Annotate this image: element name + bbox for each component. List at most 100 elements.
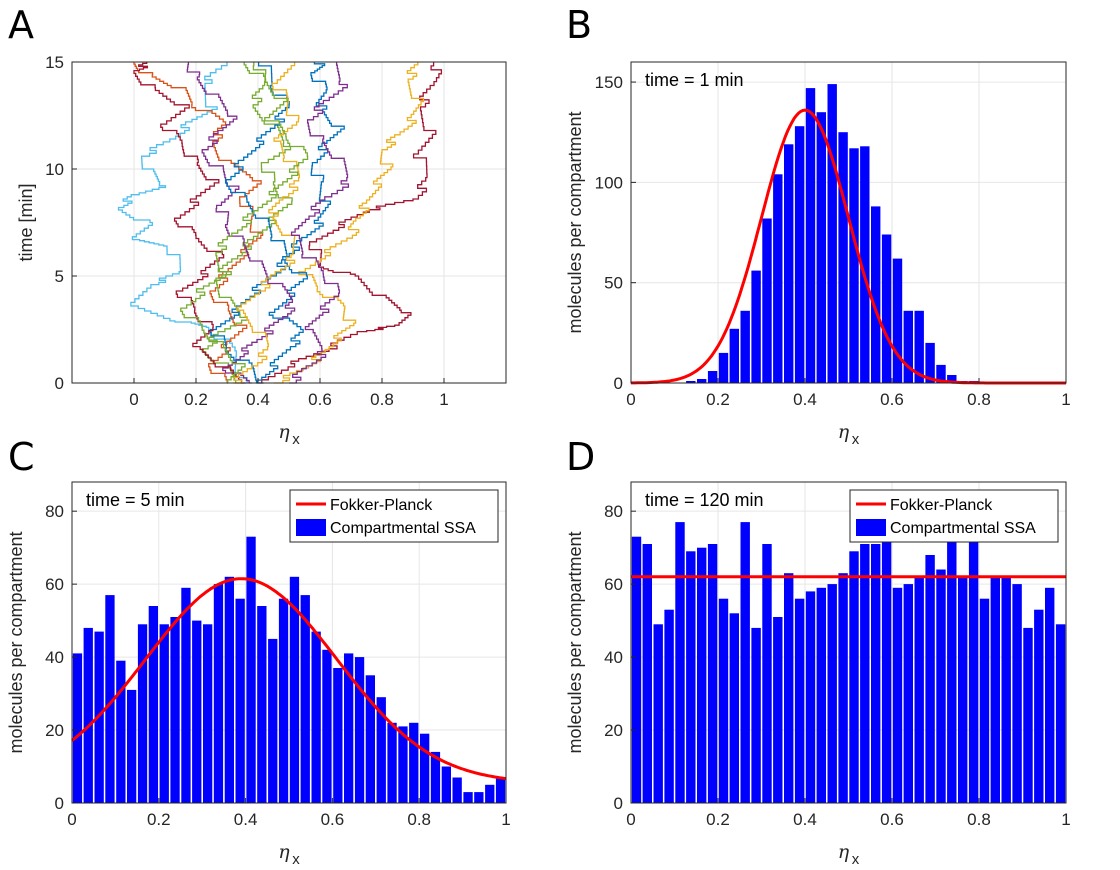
histogram-bar: [827, 584, 837, 803]
histogram-bar: [784, 573, 794, 803]
y-tick-label: 0: [55, 374, 64, 393]
x-tick-label: 0.4: [793, 390, 817, 409]
legend-bar-swatch: [296, 519, 326, 536]
trajectory-line: [257, 62, 345, 384]
histogram-bar: [871, 206, 881, 383]
histogram-bar: [72, 653, 83, 803]
y-tick-label: 0: [614, 794, 623, 813]
y-tick-label: 20: [604, 721, 623, 740]
histogram-bar: [224, 576, 234, 803]
y-tick-label: 50: [604, 274, 623, 293]
trajectory-line: [186, 62, 296, 384]
panel-letter-b: B: [566, 3, 592, 47]
x-axis-label: η: [838, 421, 850, 443]
x-axis-label-subscript: x: [852, 431, 860, 448]
histogram-bar: [452, 777, 462, 803]
histogram-bar: [83, 627, 93, 803]
x-tick-label: 0.2: [147, 810, 171, 829]
histogram-bar: [947, 540, 957, 803]
histogram-bar: [105, 595, 115, 803]
histogram-bar: [903, 584, 913, 803]
histogram-bar: [441, 766, 451, 803]
x-tick-label: 0.2: [706, 390, 730, 409]
y-tick-label: 10: [45, 160, 64, 179]
histogram-bar: [1034, 609, 1044, 803]
legend-label: Fokker-Planck: [890, 497, 993, 514]
histogram-bar: [729, 328, 739, 383]
panel-d-histogram: 0 0.2 0.4 0.6 0.8 1 0 20 40 60 80 η x molecules per c…: [565, 481, 1071, 868]
histogram-bar: [354, 657, 365, 803]
histogram-bar: [631, 536, 642, 803]
legend-label: Compartmental SSA: [330, 520, 476, 537]
histogram-bar: [718, 598, 729, 803]
histogram-bar: [697, 379, 707, 383]
histogram-bar: [409, 722, 419, 804]
panel-letter-a: A: [8, 3, 34, 47]
trajectory-line: [258, 62, 443, 384]
trajectory-line: [233, 62, 300, 384]
legend-bar-swatch: [856, 519, 886, 536]
histogram-bar: [398, 726, 408, 803]
histogram-bar: [365, 675, 375, 803]
histogram-bar: [936, 364, 946, 383]
histogram-bar: [213, 584, 224, 803]
histogram-bar: [860, 146, 870, 383]
x-tick-label: 0.4: [246, 390, 270, 409]
axes-frame: [71, 61, 507, 384]
histogram-bar: [463, 792, 473, 803]
trajectory-line: [209, 62, 290, 384]
histogram-bar: [729, 613, 739, 803]
x-tick-label: 0: [626, 390, 635, 409]
x-tick-label: 0.6: [880, 390, 904, 409]
histogram-bar: [430, 751, 441, 803]
histogram-bar: [881, 234, 892, 383]
histogram-bar: [653, 624, 663, 803]
histogram-bar: [1023, 627, 1033, 803]
histogram-bar: [762, 544, 772, 803]
histogram-bar: [849, 148, 859, 383]
y-tick-label: 150: [595, 73, 623, 92]
x-tick-label: 1: [1061, 810, 1070, 829]
y-tick-label: 60: [604, 575, 623, 594]
histogram-bar: [718, 352, 729, 383]
histogram-bar: [664, 609, 674, 803]
y-tick-label: 60: [45, 575, 64, 594]
trajectory-line: [289, 62, 350, 384]
histogram-bar: [805, 591, 816, 803]
histogram-bar: [968, 540, 979, 803]
histogram-bar: [892, 258, 903, 383]
y-tick-label: 80: [45, 502, 64, 521]
histogram-bar: [420, 733, 430, 803]
histogram-bar: [914, 576, 924, 803]
panel-b-histogram: 0 0.2 0.4 0.6 0.8 1 0 50 100 150 η x molecules per c…: [565, 61, 1071, 448]
histogram-bar: [278, 598, 289, 803]
trajectory-line: [180, 62, 309, 384]
histogram-bar: [773, 174, 783, 383]
fokker-planck-curve: [71, 577, 507, 781]
x-tick-label: 0.8: [370, 390, 394, 409]
axes-frame: [630, 61, 1067, 384]
histogram-bar: [990, 576, 1000, 803]
y-axis-label: molecules per compartment: [6, 531, 26, 753]
x-tick-label: 0.8: [967, 810, 991, 829]
histogram-bar: [333, 668, 343, 803]
histogram-bar: [474, 792, 484, 803]
histogram-bar: [958, 576, 968, 803]
histogram-bar: [805, 88, 816, 383]
histogram-bar: [881, 540, 892, 803]
y-tick-label: 0: [55, 794, 64, 813]
histogram-bar: [344, 653, 354, 803]
histogram-bar: [1045, 587, 1055, 803]
histogram-bar: [686, 551, 696, 803]
x-tick-label: 0.2: [184, 390, 208, 409]
panel-letter-d: D: [566, 435, 595, 479]
histogram-bar: [838, 573, 848, 803]
y-tick-label: 80: [604, 502, 623, 521]
y-axis-label: time [min]: [16, 183, 36, 261]
histogram-bar: [116, 660, 126, 803]
y-axis-label: molecules per compartment: [565, 111, 585, 333]
histogram-bar: [794, 126, 805, 383]
histogram-bar: [300, 595, 310, 803]
histogram-bar: [268, 638, 278, 803]
